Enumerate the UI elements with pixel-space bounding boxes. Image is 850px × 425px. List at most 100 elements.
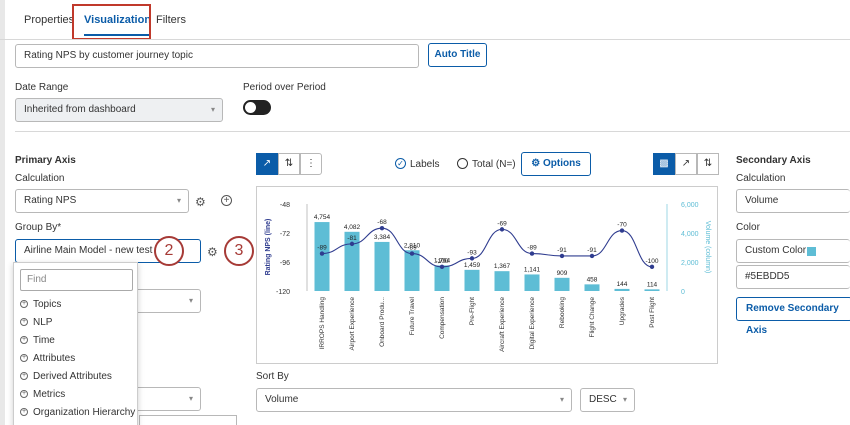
- line-point: [499, 227, 505, 232]
- chevron-down-icon: ▾: [188, 296, 193, 305]
- chevron-down-icon: ▾: [176, 196, 181, 205]
- line-data-label: -69: [497, 220, 507, 227]
- hidden-select-2[interactable]: ▾: [135, 387, 201, 411]
- check-circle-icon[interactable]: ✓: [395, 158, 406, 169]
- category-tick-label: Compensation: [439, 297, 446, 339]
- color-select[interactable]: Custom Color: [736, 239, 850, 263]
- tab-properties[interactable]: Properties: [24, 14, 75, 26]
- total-toggle-label[interactable]: Total (N=): [472, 159, 516, 170]
- plus-icon: +: [20, 372, 28, 381]
- left-axis-title: Rating NPS (line): [265, 219, 272, 276]
- period-over-period-toggle[interactable]: [243, 100, 271, 115]
- options-button[interactable]: ⚙ Options: [521, 152, 591, 176]
- auto-title-button[interactable]: Auto Title: [428, 43, 487, 67]
- color-label: Color: [736, 222, 760, 233]
- left-tick-label: -96: [280, 260, 290, 267]
- combo-chart-icon[interactable]: ⇅: [697, 153, 719, 175]
- widget-title-input[interactable]: Rating NPS by customer journey topic: [15, 44, 419, 68]
- line-point: [589, 253, 595, 259]
- right-tick-label: 4,000: [681, 231, 699, 238]
- dropdown-item-time[interactable]: + Time: [20, 335, 55, 346]
- bar: [644, 289, 660, 291]
- chart-container: -48 -72 -96 -120 6,000 4,000 2,000 0 Rating NPS …: [256, 186, 718, 364]
- category-tick-label: IRROPS Handling: [319, 297, 326, 350]
- dropdown-item-label: Metrics: [33, 389, 66, 400]
- category-tick-label: Future Travel: [409, 296, 416, 335]
- right-tick-label: 2,000: [681, 260, 699, 267]
- date-range-select[interactable]: Inherited from dashboard ▾: [15, 98, 223, 122]
- sort-by-select[interactable]: Volume ▾: [256, 388, 572, 412]
- find-input[interactable]: Find: [20, 269, 133, 291]
- dropdown-item-label: Attributes: [33, 353, 76, 364]
- bar: [614, 288, 630, 291]
- line-point: [619, 228, 625, 233]
- hidden-input[interactable]: [139, 415, 237, 425]
- remove-secondary-axis-button[interactable]: Remove Secondary Axis: [736, 297, 850, 336]
- bar-data-label: 144: [617, 281, 628, 288]
- sort-order-select[interactable]: DESC ▾: [580, 388, 635, 412]
- line-data-label: -70: [617, 222, 627, 229]
- dropdown-item-nlp[interactable]: + NLP: [20, 317, 52, 328]
- hidden-select-1[interactable]: ▾: [135, 289, 201, 313]
- category-tick-label: Post Flight: [649, 297, 656, 328]
- column-chart-icon[interactable]: ▩: [653, 153, 675, 175]
- line-data-label: -91: [587, 247, 597, 254]
- bar: [314, 222, 330, 291]
- plus-icon: +: [20, 390, 28, 399]
- dropdown-item-label: Derived Attributes: [33, 371, 112, 382]
- dropdown-item-organization-hierarchy[interactable]: + Organization Hierarchy: [20, 407, 135, 418]
- more-options-icon[interactable]: ⋮: [300, 153, 322, 175]
- line-chart-icon[interactable]: ↗: [675, 153, 697, 175]
- bar: [374, 241, 390, 291]
- tab-filters[interactable]: Filters: [156, 14, 186, 26]
- calculation-select[interactable]: Rating NPS ▾: [15, 189, 189, 213]
- category-tick-label: Rebooking: [559, 297, 566, 328]
- secondary-calculation-value: Volume: [745, 195, 779, 206]
- category-tick-label: Digital Experience: [529, 297, 536, 350]
- category-tick-label: Aircraft Experience: [499, 297, 506, 352]
- line-chart-icon[interactable]: ↗: [256, 153, 278, 175]
- chevron-down-icon: ▾: [188, 394, 193, 403]
- secondary-calculation-select[interactable]: Volume: [736, 189, 850, 213]
- bar: [494, 271, 510, 291]
- category-tick-label: Airport Experience: [349, 297, 356, 351]
- radio-icon[interactable]: [457, 158, 468, 169]
- gear-icon[interactable]: ⚙: [207, 245, 218, 259]
- color-swatch: [807, 247, 816, 256]
- right-tick-label: 0: [681, 289, 685, 296]
- left-tick-label: -48: [280, 202, 290, 209]
- bar-data-label: 909: [557, 270, 568, 277]
- left-tick-label: -72: [280, 231, 290, 238]
- callout-badge-2: 2: [154, 236, 184, 266]
- date-range-label: Date Range: [15, 82, 69, 93]
- line-point: [349, 241, 355, 247]
- bar-data-label: 458: [587, 276, 598, 283]
- line-point: [409, 251, 415, 256]
- date-range-value: Inherited from dashboard: [24, 104, 136, 115]
- tab-visualization[interactable]: Visualization: [84, 0, 152, 36]
- dropdown-item-metrics[interactable]: + Metrics: [20, 389, 65, 400]
- add-circle-icon[interactable]: +: [221, 195, 232, 206]
- plus-icon: +: [20, 336, 28, 345]
- dropdown-item-topics[interactable]: + Topics: [20, 299, 61, 310]
- color-value: Custom Color: [745, 245, 807, 256]
- bar-line-chart-icon[interactable]: ⇅: [278, 153, 300, 175]
- calculation-label: Calculation: [15, 173, 65, 184]
- dropdown-item-derived-attributes[interactable]: + Derived Attributes: [20, 371, 112, 382]
- gear-icon[interactable]: ⚙: [195, 195, 206, 209]
- chevron-down-icon: ▾: [622, 395, 627, 404]
- bar-data-label: 2,810: [404, 242, 421, 249]
- left-edge: [0, 0, 5, 425]
- line-data-label: -91: [557, 247, 567, 254]
- group-by-label: Group By*: [15, 222, 62, 233]
- labels-toggle-label[interactable]: Labels: [410, 159, 440, 170]
- color-hex-input[interactable]: #5EBDD5: [736, 265, 850, 289]
- dropdown-item-attributes[interactable]: + Attributes: [20, 353, 75, 364]
- bar: [344, 231, 360, 291]
- category-tick-label: Upgrades: [619, 296, 626, 325]
- bar: [554, 277, 570, 291]
- plus-icon: +: [20, 318, 28, 327]
- sort-by-value: Volume: [265, 394, 299, 405]
- line-data-label: -81: [347, 235, 357, 242]
- line-data-label: -100: [435, 258, 448, 265]
